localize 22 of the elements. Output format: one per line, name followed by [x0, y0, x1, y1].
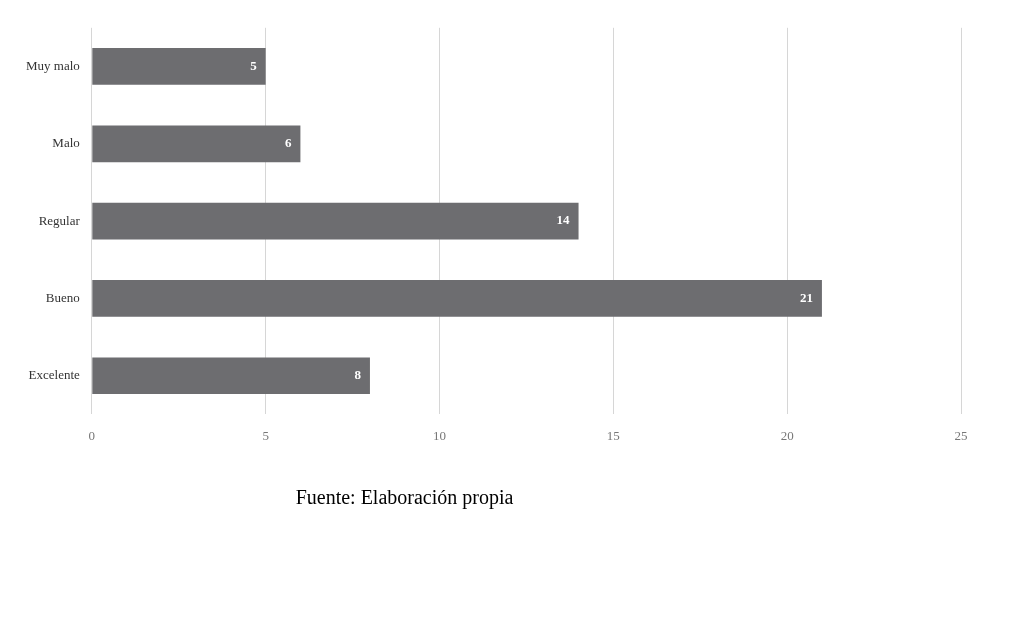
y-tick-label: Malo — [52, 135, 80, 151]
data-label: 8 — [354, 367, 362, 383]
x-tick-label: 10 — [432, 427, 446, 443]
x-tick-label: 25 — [954, 427, 968, 443]
bar — [92, 125, 301, 163]
x-tick-label: 15 — [606, 427, 620, 443]
data-label: 14 — [556, 212, 571, 228]
data-label: 6 — [284, 135, 292, 151]
y-tick-label: Bueno — [45, 289, 80, 305]
source-note: Fuente: Elaboración propia — [295, 485, 514, 509]
y-tick-label: Regular — [38, 212, 81, 228]
bar — [92, 357, 370, 395]
bar — [92, 202, 579, 240]
x-tick-label: 0 — [88, 427, 96, 443]
x-tick-label: 20 — [780, 427, 794, 443]
y-tick-label: Muy malo — [25, 57, 80, 73]
y-tick-label: Excelente — [28, 367, 81, 383]
data-label: 5 — [250, 57, 258, 73]
bar — [92, 280, 822, 317]
bar — [92, 48, 266, 85]
x-tick-label: 5 — [262, 427, 269, 443]
data-label: 21 — [799, 289, 813, 305]
